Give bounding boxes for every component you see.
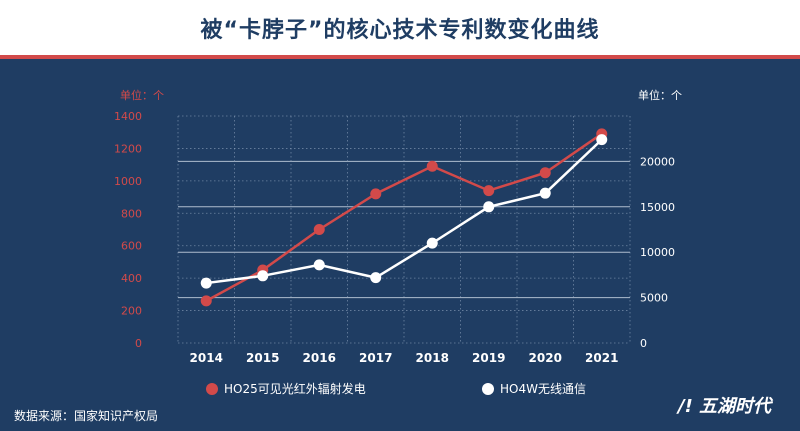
- left-tick-label: 1200: [114, 142, 142, 155]
- x-tick-label: 2015: [246, 351, 279, 365]
- data-point-series2: [370, 272, 382, 284]
- page-title: 被“卡脖子”的核心技术专利数变化曲线: [200, 17, 600, 43]
- data-point-series1: [200, 295, 212, 307]
- right-tick-label: 15000: [640, 201, 675, 214]
- left-tick-label: 0: [135, 337, 142, 350]
- left-tick-label: 800: [121, 207, 142, 220]
- data-point-series2: [313, 259, 325, 271]
- data-point-series1: [483, 185, 495, 197]
- data-point-series2: [257, 270, 269, 282]
- left-tick-label: 1000: [114, 175, 142, 188]
- legend-marker-1: [206, 383, 218, 395]
- x-tick-label: 2016: [303, 351, 336, 365]
- x-tick-label: 2017: [359, 351, 392, 365]
- right-tick-label: 10000: [640, 246, 675, 259]
- data-source-note: 数据来源：国家知识产权局: [14, 409, 159, 423]
- data-point-series2: [596, 134, 608, 146]
- legend-label-2: HO4W无线通信: [500, 382, 586, 396]
- x-tick-label: 2021: [585, 351, 618, 365]
- x-tick-label: 2018: [416, 351, 449, 365]
- right-tick-label: 20000: [640, 155, 675, 168]
- right-tick-label: 5000: [640, 292, 668, 305]
- right-axis-unit: 单位：个: [638, 88, 682, 102]
- line-chart: 0 200 400 600 800 1000 1200 1400 0 5000 10000 15000…: [114, 88, 682, 396]
- left-tick-label: 600: [121, 240, 142, 253]
- left-tick-label: 1400: [114, 110, 142, 123]
- x-tick-label: 2020: [529, 351, 562, 365]
- legend-marker-2: [482, 383, 494, 395]
- data-point-series1: [313, 224, 325, 235]
- right-tick-label: 0: [640, 337, 647, 350]
- data-point-series2: [426, 237, 438, 249]
- data-point-series1: [539, 167, 551, 179]
- x-tick-label: 2019: [472, 351, 505, 365]
- left-tick-label: 200: [121, 305, 142, 318]
- x-tick-label: 2014: [190, 351, 223, 365]
- data-point-series2: [539, 187, 551, 199]
- legend-label-1: HO25可见光红外辐射发电: [224, 381, 366, 396]
- data-point-series2: [200, 277, 212, 289]
- brand-logo: /! 五湖时代: [678, 396, 772, 417]
- left-tick-label: 400: [121, 272, 142, 285]
- left-axis-unit: 单位：个: [120, 88, 164, 102]
- data-point-series1: [370, 188, 382, 200]
- data-point-series1: [426, 160, 438, 172]
- series-line-1: [205, 132, 603, 302]
- header-bar: 被“卡脖子”的核心技术专利数变化曲线: [0, 0, 800, 59]
- series-line-2: [206, 138, 603, 285]
- data-point-series2: [483, 201, 495, 213]
